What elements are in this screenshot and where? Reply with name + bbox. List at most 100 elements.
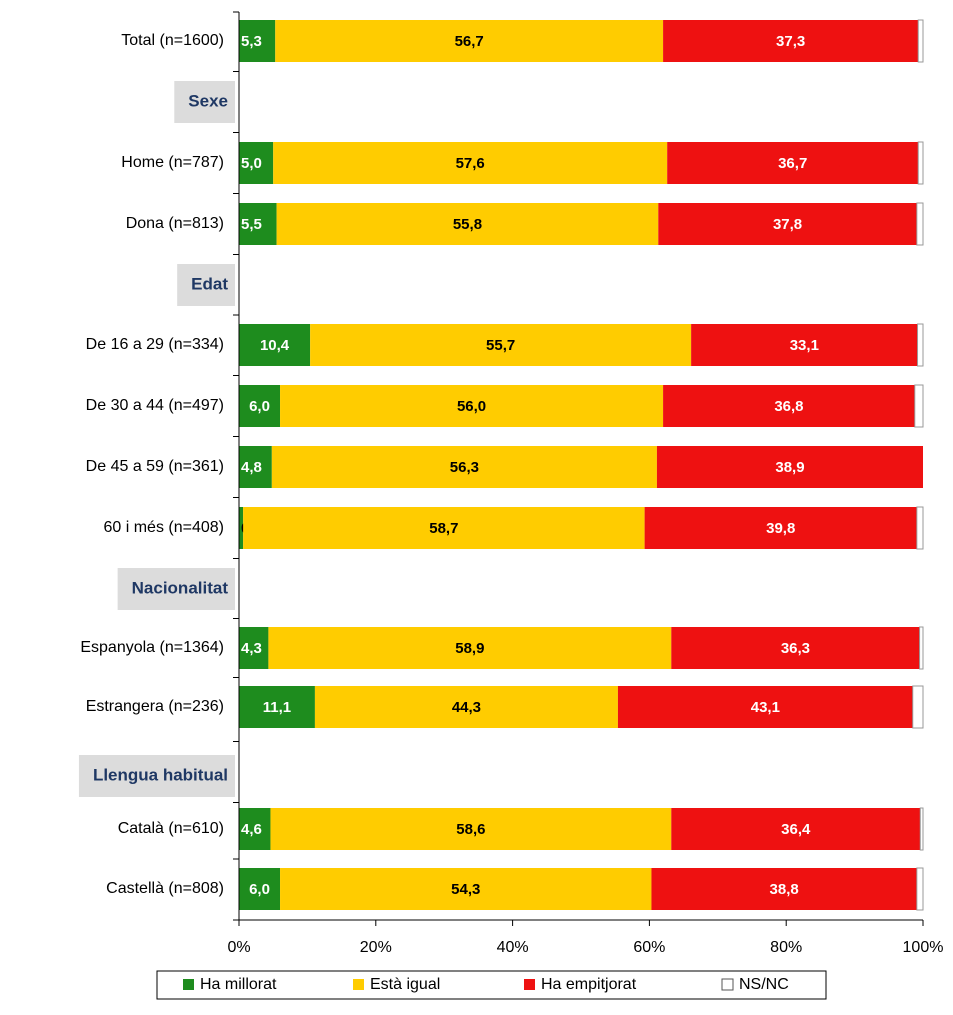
data-label: 56,7 xyxy=(455,33,484,50)
data-label: 6,0 xyxy=(249,881,270,898)
data-label: 36,3 xyxy=(781,640,810,657)
y-tick-label: Home (n=787) xyxy=(121,154,224,171)
bar-segment xyxy=(914,384,924,428)
bar-segment xyxy=(280,868,652,910)
bar-segment xyxy=(271,446,657,488)
bar-segment xyxy=(663,385,915,427)
legend-swatch xyxy=(524,979,535,990)
data-label: 36,4 xyxy=(781,821,811,838)
x-tick-label: 60% xyxy=(633,939,665,956)
legend-label: Ha millorat xyxy=(200,976,277,993)
y-tick-label: 60 i més (n=408) xyxy=(103,519,224,536)
section-header: Llengua habitual xyxy=(93,765,228,784)
data-label: 38,9 xyxy=(775,459,804,476)
x-tick-label: 100% xyxy=(903,939,944,956)
data-label: 54,3 xyxy=(451,881,480,898)
bar-segment xyxy=(239,868,281,910)
section-header: Sexe xyxy=(188,91,228,110)
bar-segment xyxy=(919,626,924,670)
section-header-box xyxy=(174,81,235,123)
y-tick-label: Català (n=610) xyxy=(118,820,224,837)
section-header: Edat xyxy=(191,274,228,293)
data-label: 58,9 xyxy=(455,640,484,657)
y-tick-label: Total (n=1600) xyxy=(121,32,224,49)
data-label: 39,8 xyxy=(766,520,795,537)
legend-label: Ha empitjorat xyxy=(541,976,637,993)
legend-swatch xyxy=(721,978,734,991)
bar-segment xyxy=(239,446,272,488)
bar-segment xyxy=(275,20,664,62)
bar-segment xyxy=(919,807,924,851)
data-label: 37,3 xyxy=(776,33,805,50)
bar-segment xyxy=(243,507,645,549)
bar-segment xyxy=(239,203,277,245)
data-label: 38,8 xyxy=(770,881,799,898)
data-label: 33,1 xyxy=(790,337,819,354)
y-tick-label: Estrangera (n=236) xyxy=(86,698,224,715)
data-label: 44,3 xyxy=(452,699,481,716)
bar-segment xyxy=(310,324,692,366)
bar-segment xyxy=(239,385,281,427)
data-label: 37,8 xyxy=(773,216,802,233)
x-tick-label: 20% xyxy=(360,939,392,956)
y-tick-label: Castellà (n=808) xyxy=(106,880,224,897)
bar-segment xyxy=(239,324,311,366)
bar-segment xyxy=(656,446,923,488)
bar-segment xyxy=(239,507,244,549)
data-label: 58,7 xyxy=(429,520,458,537)
legend-box xyxy=(156,970,827,1000)
bar-segment xyxy=(671,627,920,669)
bar-segment xyxy=(691,324,918,366)
bar-segment xyxy=(239,686,315,728)
bar-segment xyxy=(917,141,924,185)
bar-segment xyxy=(268,627,672,669)
data-label: 10,4 xyxy=(260,337,290,354)
y-tick-label: Espanyola (n=1364) xyxy=(80,639,224,656)
data-label: 56,3 xyxy=(450,459,479,476)
section-header-box xyxy=(177,264,235,306)
data-label: 43,1 xyxy=(751,699,780,716)
bar-segment xyxy=(917,323,924,367)
bar-segment xyxy=(280,385,664,427)
bar-segment xyxy=(644,507,917,549)
data-label: 57,6 xyxy=(456,155,485,172)
bar-segment xyxy=(617,686,913,728)
bar-segment xyxy=(667,142,919,184)
data-label: 5,5 xyxy=(241,216,262,233)
bar-segment xyxy=(912,685,924,729)
bar-segment xyxy=(658,203,917,245)
bar-segment xyxy=(663,20,919,62)
data-label: 11,1 xyxy=(263,699,291,716)
bar-segment xyxy=(314,686,618,728)
y-tick-label: De 16 a 29 (n=334) xyxy=(86,336,224,353)
data-label: 5,3 xyxy=(241,33,262,50)
bar-segment xyxy=(239,20,276,62)
bar-segment xyxy=(916,506,924,550)
data-label: 4,3 xyxy=(241,640,262,657)
bar-segment xyxy=(273,142,668,184)
data-label: 36,7 xyxy=(778,155,807,172)
data-label: 56,0 xyxy=(457,398,486,415)
section-header-box xyxy=(78,755,235,797)
x-tick-label: 40% xyxy=(497,939,529,956)
legend-swatch xyxy=(353,979,364,990)
data-label: 5,0 xyxy=(241,155,262,172)
bar-segment xyxy=(239,142,274,184)
section-header: Nacionalitat xyxy=(132,578,229,597)
y-tick-label: Dona (n=813) xyxy=(126,215,224,232)
data-label: 55,8 xyxy=(453,216,482,233)
data-label: 6,0 xyxy=(249,398,270,415)
bar-segment xyxy=(916,867,924,911)
section-header-box xyxy=(117,568,235,610)
bar-segment xyxy=(276,203,659,245)
bar-segment xyxy=(916,202,924,246)
x-tick-label: 0% xyxy=(227,939,250,956)
x-tick-label: 80% xyxy=(770,939,802,956)
legend-swatch xyxy=(183,979,194,990)
data-label: 58,6 xyxy=(456,821,485,838)
bar-segment xyxy=(917,19,924,63)
data-label: 4,8 xyxy=(241,459,262,476)
bar-segment xyxy=(671,808,921,850)
bar-segment xyxy=(239,808,271,850)
